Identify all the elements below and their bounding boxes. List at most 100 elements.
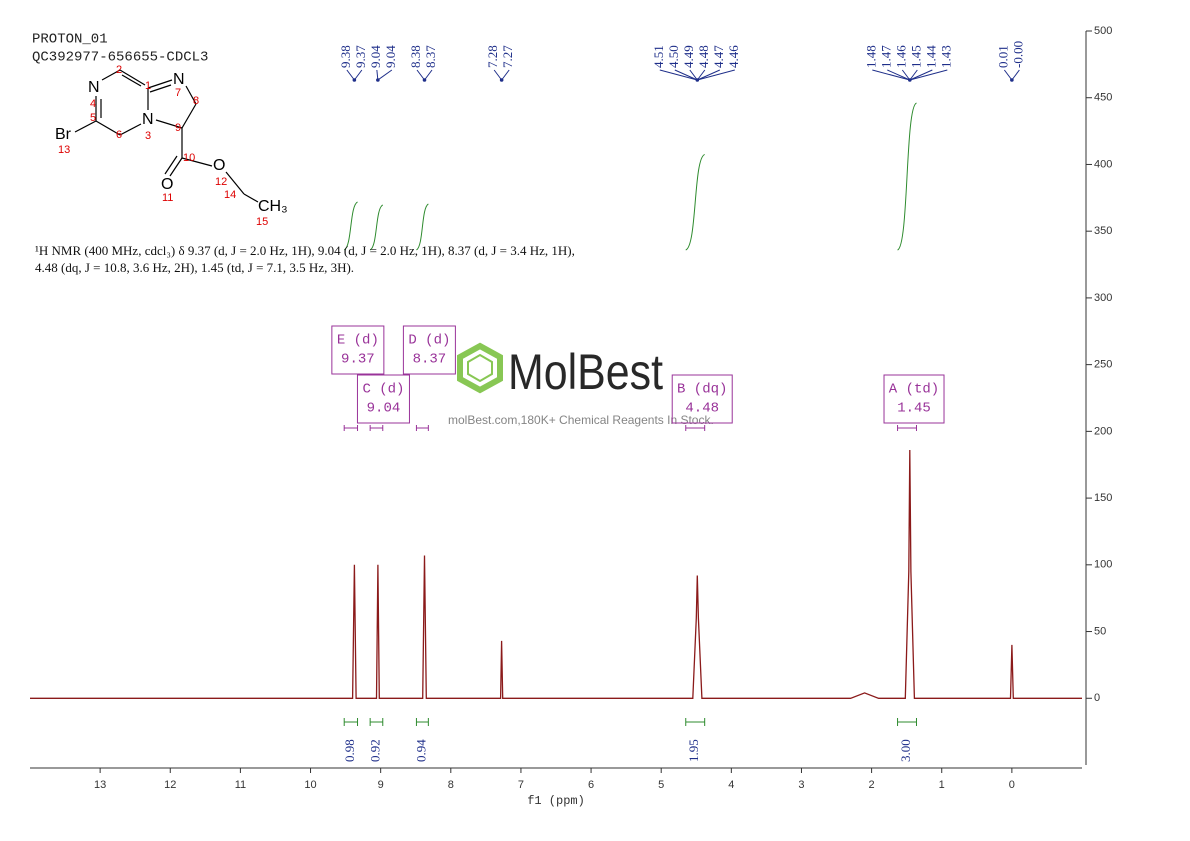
peak-label: -0.00 <box>1010 41 1025 68</box>
y-tick-label: 300 <box>1094 292 1112 304</box>
integral-bracket <box>685 718 706 726</box>
peak-anchor <box>376 78 380 82</box>
peak-label: 1.44 <box>923 45 938 68</box>
atom-label: N <box>142 111 154 128</box>
multiplet-shift: 9.37 <box>341 352 375 368</box>
integral-curve <box>897 102 917 251</box>
peak-leader <box>872 69 910 81</box>
multiplet-box <box>883 374 945 424</box>
y-tick-label: 150 <box>1094 492 1112 504</box>
atom-label: CH₃ <box>258 198 288 215</box>
integral-curve <box>369 204 384 251</box>
atom-number: 8 <box>193 95 199 107</box>
y-tick-label: 350 <box>1094 225 1112 237</box>
atom-label: O <box>213 157 225 174</box>
peak-label: 1.47 <box>878 45 893 68</box>
peak-label: 8.37 <box>423 45 438 68</box>
atom-label: Br <box>55 126 72 143</box>
peak-leader <box>493 69 503 81</box>
atom-number: 4 <box>90 98 96 110</box>
peak-leader <box>353 69 363 81</box>
bond <box>243 193 259 203</box>
peak-leader <box>887 69 911 81</box>
bond <box>181 103 197 129</box>
multiplet-shift: 8.37 <box>413 352 447 368</box>
x-tick-label: 4 <box>728 779 734 791</box>
multiplet-box <box>402 325 456 375</box>
peak-anchor <box>422 78 427 82</box>
peak-label: 1.45 <box>908 45 923 68</box>
nmr-description: ¹H NMR (400 MHz, cdcl₃) δ 9.37 (d, J = 2… <box>35 243 575 275</box>
bond <box>225 171 245 195</box>
watermark-tagline: molBest.com,180K+ Chemical Reagents In S… <box>448 413 714 427</box>
atom-number: 3 <box>145 130 151 142</box>
peak-label: 4.51 <box>651 45 666 68</box>
y-tick-label: 100 <box>1094 559 1112 571</box>
peak-anchor <box>499 78 504 82</box>
header-line: QC392977-656655-CDCL3 <box>32 50 208 66</box>
x-tick-label: 11 <box>235 779 246 791</box>
x-axis-label: f1 (ppm) <box>527 794 585 808</box>
peak-label: 4.47 <box>711 45 726 68</box>
x-tick-label: 12 <box>164 779 176 791</box>
multiplet-box <box>331 325 385 375</box>
atom-number: 7 <box>175 87 181 99</box>
atom-number: 14 <box>224 189 236 201</box>
peak-label: 8.38 <box>408 45 423 68</box>
atom-number: 15 <box>256 216 268 228</box>
peak-label: 9.04 <box>368 45 383 68</box>
x-tick-label: 3 <box>798 779 804 791</box>
bond <box>95 120 121 136</box>
integral-curve <box>685 153 706 251</box>
x-tick-label: 8 <box>448 779 454 791</box>
peak-leader <box>689 69 698 81</box>
integral-curve <box>343 201 358 251</box>
bond <box>74 120 97 133</box>
y-tick-label: 50 <box>1094 625 1106 637</box>
peak-label: 4.48 <box>696 45 711 68</box>
peak-leader <box>1003 69 1013 81</box>
bond <box>119 69 146 86</box>
peak-anchor <box>352 78 357 82</box>
peak-label: 4.50 <box>666 45 681 68</box>
x-tick-label: 9 <box>378 779 384 791</box>
peak-leader <box>697 69 721 81</box>
multiplet-label: B (dq) <box>677 382 727 398</box>
y-tick-label: 500 <box>1094 25 1112 37</box>
peak-label: 9.04 <box>383 45 398 68</box>
peak-label: 1.46 <box>893 45 908 68</box>
peak-leader <box>909 69 933 81</box>
peak-leader <box>416 69 425 81</box>
atom-number: 9 <box>175 122 181 134</box>
spectrum-line <box>30 449 1082 699</box>
peak-leader <box>909 69 948 81</box>
multiplet-range <box>369 425 384 431</box>
atom-number: 6 <box>116 129 122 141</box>
watermark: MolBest molBest.com,180K+ Chemical Reage… <box>448 342 714 427</box>
multiplet-label: A (td) <box>889 382 939 398</box>
integral-label: 1.95 <box>686 739 701 762</box>
peak-leader <box>696 69 706 81</box>
peak-leader <box>346 69 355 81</box>
peak-leader <box>1011 69 1020 81</box>
bond <box>147 79 173 89</box>
x-tick-label: 10 <box>304 779 316 791</box>
watermark-brand: MolBest <box>508 344 663 400</box>
atom-number: 5 <box>90 112 96 124</box>
peak-label: 4.46 <box>726 45 741 68</box>
integral-label: 3.00 <box>898 739 913 762</box>
peak-leader <box>659 69 698 81</box>
peak-leader <box>424 69 433 81</box>
peak-leader <box>674 69 698 81</box>
peak-leader <box>909 69 918 81</box>
multiplet-box <box>671 374 733 424</box>
atom-label: N <box>88 79 100 96</box>
atom-label: N <box>173 71 185 88</box>
peak-anchor <box>908 78 912 82</box>
peak-leader <box>377 69 393 81</box>
bond <box>121 74 142 87</box>
peak-label: 9.38 <box>338 45 353 68</box>
y-tick-label: 200 <box>1094 425 1112 437</box>
x-tick-label: 7 <box>518 779 524 791</box>
